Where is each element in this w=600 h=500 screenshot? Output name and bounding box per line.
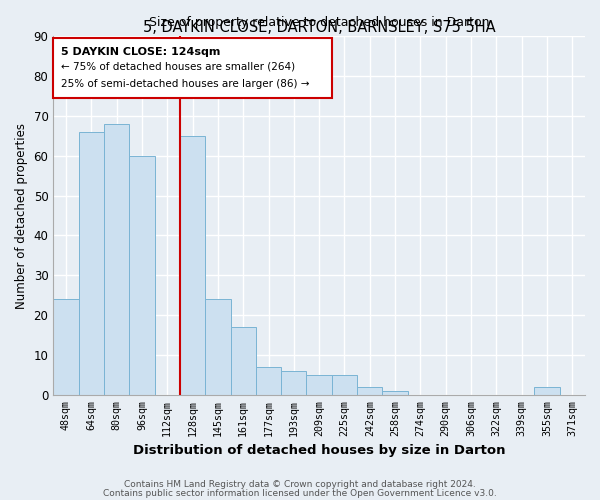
Bar: [129, 156, 155, 396]
Text: ← 75% of detached houses are smaller (264): ← 75% of detached houses are smaller (26…: [61, 62, 295, 72]
Y-axis label: Number of detached properties: Number of detached properties: [15, 122, 28, 308]
Title: 5, DAYKIN CLOSE, DARTON, BARNSLEY, S75 5HA: 5, DAYKIN CLOSE, DARTON, BARNSLEY, S75 5…: [143, 20, 496, 34]
Bar: [332, 376, 357, 396]
Text: 5 DAYKIN CLOSE: 124sqm: 5 DAYKIN CLOSE: 124sqm: [61, 46, 220, 56]
Text: Contains public sector information licensed under the Open Government Licence v3: Contains public sector information licen…: [103, 489, 497, 498]
Bar: [205, 300, 230, 396]
Bar: [230, 328, 256, 396]
Text: Contains HM Land Registry data © Crown copyright and database right 2024.: Contains HM Land Registry data © Crown c…: [124, 480, 476, 489]
FancyBboxPatch shape: [53, 38, 332, 98]
Bar: [357, 388, 382, 396]
Bar: [256, 368, 281, 396]
Bar: [382, 392, 408, 396]
Bar: [535, 388, 560, 396]
Bar: [180, 136, 205, 396]
X-axis label: Distribution of detached houses by size in Darton: Distribution of detached houses by size …: [133, 444, 505, 458]
Bar: [307, 376, 332, 396]
Text: 25% of semi-detached houses are larger (86) →: 25% of semi-detached houses are larger (…: [61, 78, 310, 88]
Bar: [281, 372, 307, 396]
Bar: [79, 132, 104, 396]
Bar: [104, 124, 129, 396]
Bar: [53, 300, 79, 396]
Text: Size of property relative to detached houses in Darton: Size of property relative to detached ho…: [149, 16, 490, 28]
